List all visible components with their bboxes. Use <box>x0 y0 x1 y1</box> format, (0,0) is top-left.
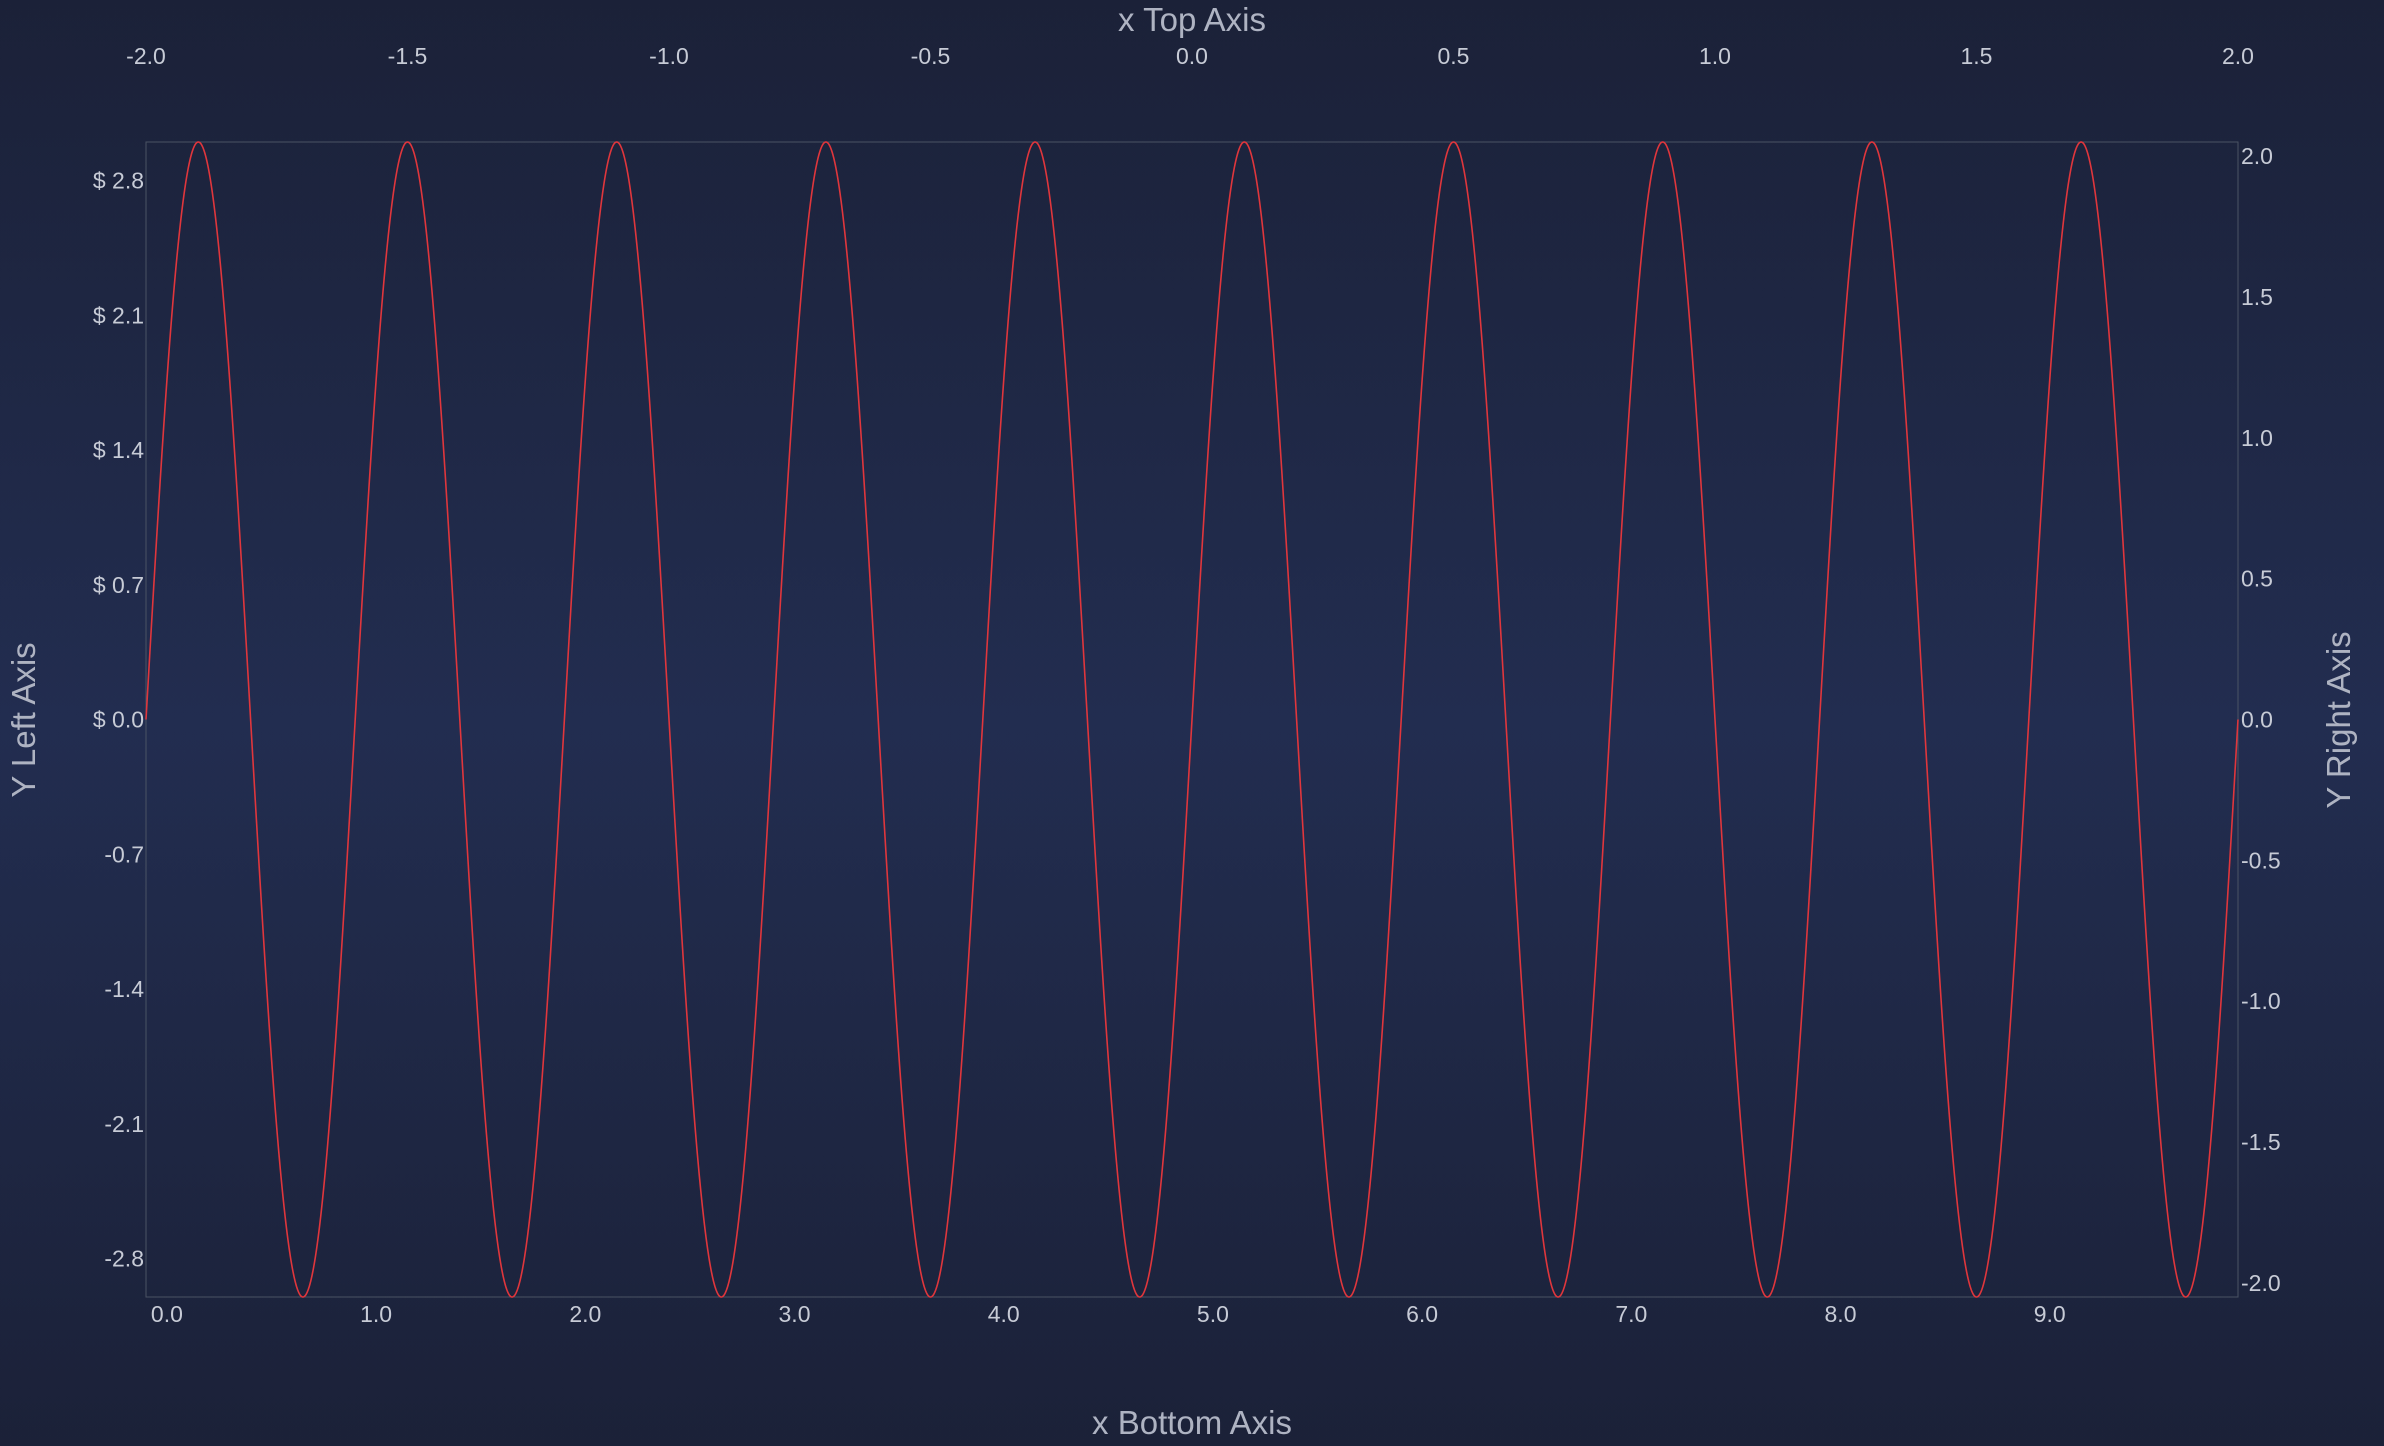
bottom-axis-tick-label: 4.0 <box>988 1301 1020 1327</box>
left-axis-tick-label: $ 2.8 <box>93 168 144 194</box>
bottom-axis-tick-label: 0.0 <box>151 1301 183 1327</box>
left-axis-title: Y Left Axis <box>5 642 42 797</box>
left-axis-tick-label: -2.1 <box>104 1111 144 1137</box>
bottom-axis-tick-label: 7.0 <box>1615 1301 1647 1327</box>
bottom-axis-tick-label: 5.0 <box>1197 1301 1229 1327</box>
left-axis-tick-label: $ 0.7 <box>93 572 144 598</box>
top-axis-tick-label: -1.0 <box>649 43 689 69</box>
right-axis-tick-label: 0.0 <box>2241 707 2273 733</box>
top-axis-tick-label: 2.0 <box>2222 43 2254 69</box>
top-axis-title: x Top Axis <box>1118 1 1266 38</box>
right-axis-tick-label: -1.5 <box>2241 1129 2281 1155</box>
right-axis-tick-label: 1.0 <box>2241 425 2273 451</box>
left-axis-tick-label: $ 0.0 <box>93 707 144 733</box>
bottom-axis-tick-label: 2.0 <box>569 1301 601 1327</box>
left-axis: $ 2.8 $ 2.1 $ 1.4 $ 0.7 $ 0.0 -0.7 -1.4 -2.1 -2.… <box>93 168 144 1272</box>
top-axis: -2.0 -1.5 -1.0 -0.5 0.0 0.5 1.0 1.5 2.0 <box>126 43 2254 69</box>
top-axis-tick-label: 0.0 <box>1176 43 1208 69</box>
right-axis: 2.0 1.5 1.0 0.5 0.0 -0.5 -1.0 -1.5 -2.0 <box>2241 143 2281 1296</box>
bottom-axis-tick-label: 9.0 <box>2034 1301 2066 1327</box>
left-axis-tick-label: $ 2.1 <box>93 302 144 328</box>
bottom-axis-tick-label: 6.0 <box>1406 1301 1438 1327</box>
bottom-axis-tick-label: 8.0 <box>1825 1301 1857 1327</box>
right-axis-tick-label: 0.5 <box>2241 566 2273 592</box>
left-axis-tick-label: -2.8 <box>104 1246 144 1272</box>
left-axis-tick-label: -1.4 <box>104 976 144 1002</box>
right-axis-tick-label: -1.0 <box>2241 988 2281 1014</box>
right-axis-tick-label: 1.5 <box>2241 284 2273 310</box>
top-axis-tick-label: -1.5 <box>388 43 428 69</box>
right-axis-tick-label: -2.0 <box>2241 1270 2281 1296</box>
top-axis-tick-label: 0.5 <box>1438 43 1470 69</box>
top-axis-tick-label: -0.5 <box>911 43 951 69</box>
right-axis-tick-label: -0.5 <box>2241 847 2281 873</box>
right-axis-title: Y Right Axis <box>2320 631 2357 808</box>
left-axis-tick-label: $ 1.4 <box>93 437 144 463</box>
right-axis-tick-label: 2.0 <box>2241 143 2273 169</box>
top-axis-tick-label: -2.0 <box>126 43 166 69</box>
bottom-axis-tick-label: 3.0 <box>779 1301 811 1327</box>
series-line <box>145 141 2239 1298</box>
left-axis-tick-label: -0.7 <box>104 841 144 867</box>
top-axis-tick-label: 1.5 <box>1961 43 1993 69</box>
bottom-axis: 0.0 1.0 2.0 3.0 4.0 5.0 6.0 7.0 8.0 9.0 <box>151 1301 2066 1327</box>
bottom-axis-title: x Bottom Axis <box>1092 1404 1292 1441</box>
bottom-axis-tick-label: 1.0 <box>360 1301 392 1327</box>
top-axis-tick-label: 1.0 <box>1699 43 1731 69</box>
plot-area[interactable] <box>145 141 2239 1298</box>
